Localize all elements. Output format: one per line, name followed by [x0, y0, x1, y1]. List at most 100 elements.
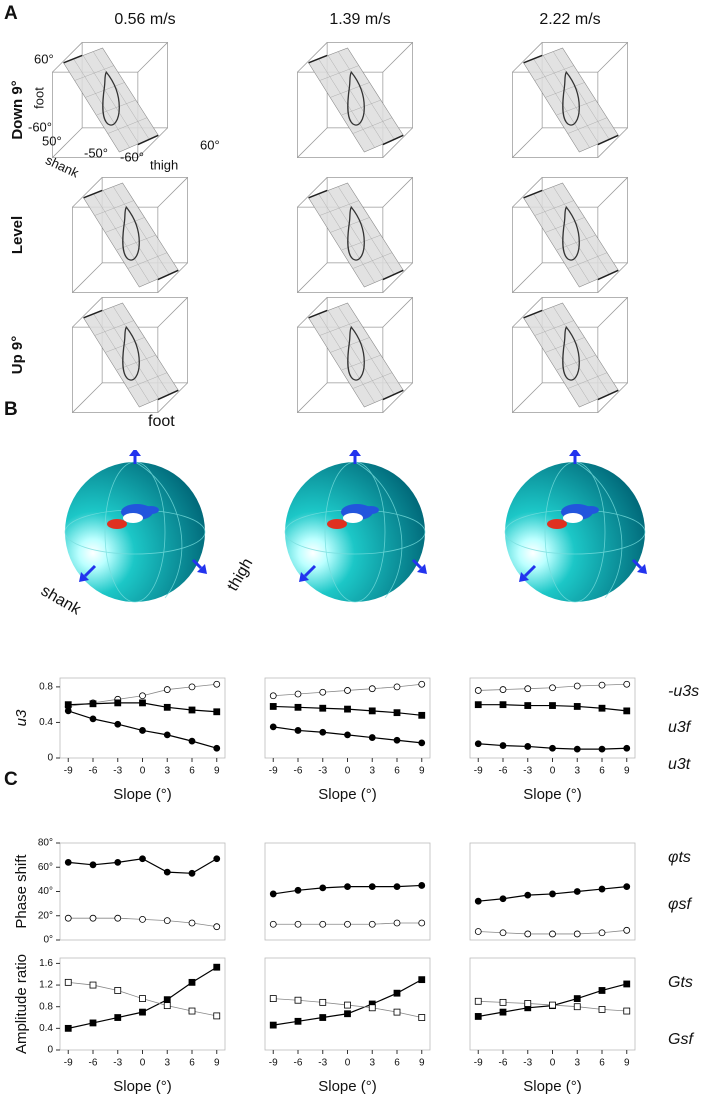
data-point — [319, 704, 327, 712]
series-label: u3t — [668, 756, 691, 773]
data-point — [573, 888, 581, 895]
data-point — [524, 1000, 532, 1007]
data-point — [598, 885, 606, 893]
data-point — [139, 699, 146, 707]
y-tick-label: 0.4 — [39, 1023, 53, 1034]
data-point — [393, 1008, 401, 1016]
x-axis-label: Slope (°) — [113, 786, 172, 803]
x-tick-label: -3 — [523, 766, 532, 777]
data-point — [294, 703, 302, 711]
x-tick-label: 9 — [419, 766, 425, 777]
axis-3d-label: 60° — [34, 51, 54, 66]
x-tick-label: -3 — [523, 1058, 532, 1069]
data-point — [163, 686, 171, 693]
data-point — [549, 1001, 556, 1009]
data-point — [344, 883, 351, 891]
axis-3d-label: shank — [43, 152, 81, 180]
data-point — [474, 1013, 482, 1020]
data-point — [623, 707, 631, 715]
data-point — [573, 930, 581, 938]
data-point — [598, 681, 606, 689]
data-point — [294, 1017, 302, 1025]
data-point — [188, 919, 196, 927]
x-axis-label: Slope (°) — [318, 786, 377, 803]
data-point — [418, 680, 426, 688]
speed-label: 0.56 m/s — [114, 11, 175, 28]
y-tick-label: 40° — [38, 886, 53, 897]
data-point — [623, 980, 631, 988]
data-point — [524, 685, 532, 693]
sphere-label: shank — [38, 582, 84, 619]
x-tick-label: -3 — [318, 766, 327, 777]
data-point — [163, 703, 171, 711]
axis-3d-label: 60° — [200, 137, 220, 152]
x-tick-label: 9 — [624, 1058, 630, 1069]
plot-frame — [469, 842, 636, 941]
data-point — [188, 978, 196, 986]
data-point — [139, 727, 146, 734]
data-point — [474, 897, 482, 905]
condition-label: Down 9° — [9, 80, 26, 139]
data-point — [524, 743, 532, 750]
x-tick-label: -6 — [499, 1058, 508, 1069]
sphere — [283, 450, 429, 604]
data-point — [393, 883, 401, 891]
data-point — [499, 701, 507, 709]
data-point — [114, 699, 122, 707]
axis-3d-label: -60° — [120, 149, 144, 164]
y-tick-label: 0 — [47, 1045, 53, 1056]
data-point — [64, 914, 72, 922]
data-point — [89, 715, 97, 723]
x-tick-label: 0 — [140, 766, 146, 777]
data-point — [573, 995, 581, 1002]
y-axis-label: Amplitude ratio — [13, 954, 30, 1054]
data-point — [344, 731, 351, 739]
data-point — [499, 686, 507, 693]
x-tick-label: 6 — [394, 1058, 400, 1069]
data-point — [163, 731, 171, 739]
data-point — [598, 987, 606, 994]
x-tick-label: 3 — [369, 1058, 375, 1069]
data-point — [213, 923, 221, 931]
x-axis-label: Slope (°) — [523, 1078, 582, 1095]
x-tick-label: 6 — [189, 1058, 195, 1069]
data-point — [89, 981, 97, 989]
data-point — [499, 998, 507, 1006]
axis-3d-label: -50° — [84, 145, 108, 160]
y-tick-label: 20° — [38, 910, 53, 921]
data-point — [188, 869, 196, 877]
x-tick-label: -9 — [474, 1058, 483, 1069]
data-point — [89, 700, 97, 708]
series-label: φts — [668, 849, 691, 866]
x-tick-label: 3 — [574, 766, 580, 777]
data-point — [549, 890, 556, 898]
data-point — [344, 1010, 351, 1018]
data-point — [418, 882, 426, 889]
data-point — [393, 709, 401, 717]
data-point — [114, 859, 122, 866]
data-point — [474, 928, 482, 935]
data-point — [139, 855, 146, 863]
x-tick-label: 0 — [345, 1058, 351, 1069]
data-point — [163, 917, 171, 924]
x-tick-label: -6 — [499, 766, 508, 777]
state-space-plot — [511, 296, 629, 414]
data-point — [319, 998, 327, 1006]
data-point — [623, 883, 631, 891]
series-label: u3f — [668, 719, 692, 736]
data-point — [213, 1012, 221, 1020]
data-point — [524, 891, 532, 899]
x-tick-label: -3 — [113, 766, 122, 777]
y-tick-label: 0° — [43, 935, 53, 946]
y-tick-label: 1.6 — [39, 958, 53, 969]
data-point — [368, 883, 376, 891]
x-tick-label: -9 — [64, 1058, 73, 1069]
speed-label: 1.39 m/s — [329, 11, 390, 28]
plot-frame — [264, 842, 431, 941]
data-point — [499, 742, 507, 749]
y-tick-label: 0 — [47, 753, 53, 764]
axis-3d-label: 50° — [42, 133, 62, 148]
data-point — [418, 711, 426, 719]
y-tick-label: 0.8 — [39, 1001, 53, 1012]
